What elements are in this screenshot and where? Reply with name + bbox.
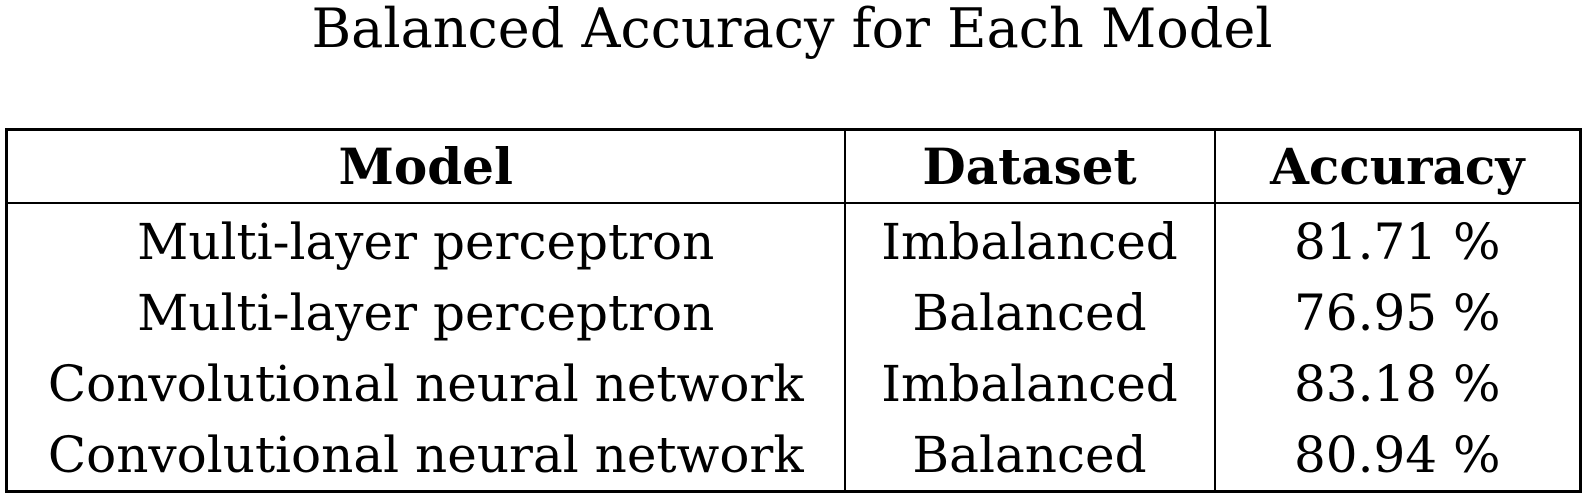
dataset-cell: Imbalanced	[843, 203, 1215, 277]
model-cell: Multi-layer perceptron	[137, 283, 715, 342]
table-row: Multi-layer perceptron Imbalanced 81.71 …	[7, 203, 1581, 277]
header-row: Model Dataset Accuracy	[6, 129, 1581, 204]
model-cell: Multi-layer perceptron	[137, 212, 715, 271]
column-header-model: Model	[6, 129, 845, 204]
column-header-dataset: Dataset	[843, 129, 1215, 204]
table-row: Multi-layer perceptron Balanced 76.95 %	[7, 277, 1581, 348]
table-title: Balanced Accuracy for Each Model	[311, 0, 1273, 60]
accuracy-cell: 83.18 %	[1213, 348, 1581, 419]
dataset-cell: Balanced	[843, 277, 1215, 348]
accuracy-cell: 76.95 %	[1213, 277, 1581, 348]
dataset-cell: Imbalanced	[843, 348, 1215, 419]
table-row: Convolutional neural network Imbalanced …	[7, 348, 1581, 419]
accuracy-table: Model Dataset Accuracy Multi-layer perce…	[5, 128, 1582, 493]
column-header-accuracy: Accuracy	[1213, 129, 1581, 204]
accuracy-cell: 81.71 %	[1213, 203, 1581, 277]
table-row: Convolutional neural network Balanced 80…	[7, 419, 1581, 492]
model-cell: Convolutional neural network	[47, 354, 804, 413]
model-cell: Convolutional neural network	[47, 425, 804, 484]
dataset-cell: Balanced	[843, 419, 1215, 492]
accuracy-cell: 80.94 %	[1213, 419, 1581, 492]
